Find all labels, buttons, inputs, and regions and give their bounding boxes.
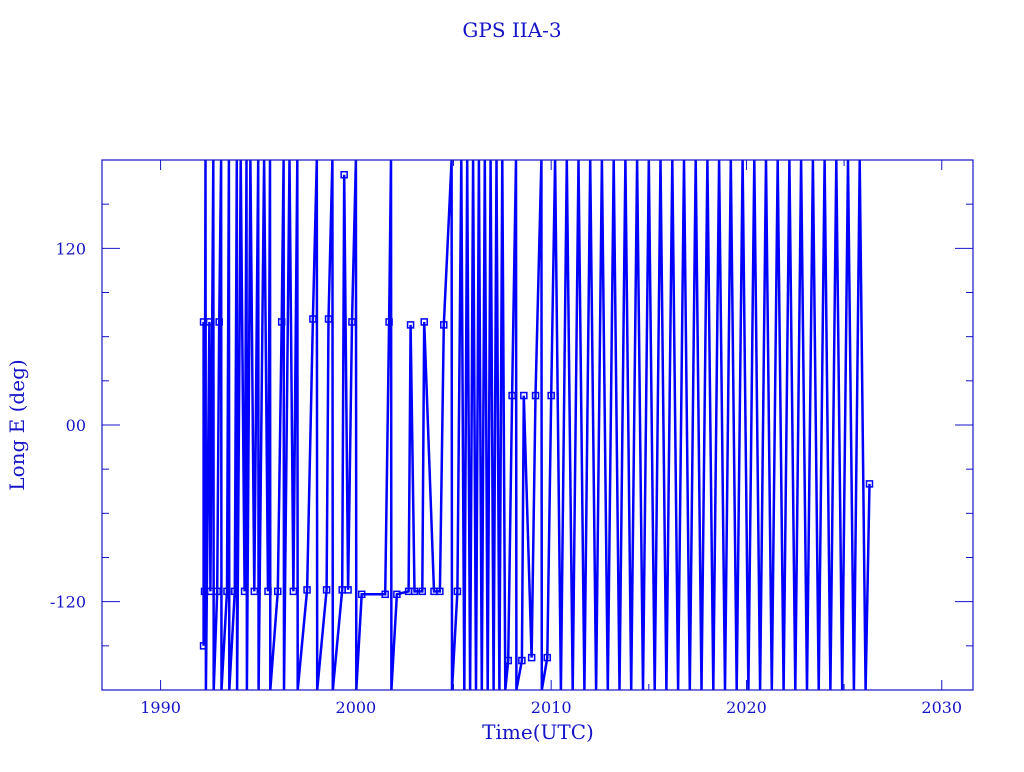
data-point xyxy=(213,587,221,596)
data-point xyxy=(453,587,462,596)
x-tick-label: 2010 xyxy=(531,698,572,717)
data-point xyxy=(385,318,393,326)
data-point xyxy=(223,587,231,596)
data-point xyxy=(205,318,214,326)
data-point xyxy=(322,586,331,594)
data-point xyxy=(348,318,356,326)
data-point xyxy=(410,587,419,596)
data-point xyxy=(440,321,448,329)
data-point xyxy=(531,391,540,400)
data-point xyxy=(504,656,512,665)
data-point xyxy=(344,586,352,594)
data-point xyxy=(436,587,444,596)
data-point xyxy=(420,318,428,326)
series-line xyxy=(202,160,871,690)
data-point xyxy=(231,587,239,596)
y-tick-labels: -120 00 120 xyxy=(50,239,86,611)
y-tick-label: -120 xyxy=(50,593,86,612)
data-point xyxy=(865,480,874,488)
data-point xyxy=(393,590,401,599)
x-axis-label: Time(UTC) xyxy=(482,720,594,744)
data-point xyxy=(199,642,208,650)
data-point xyxy=(274,587,282,596)
data-point xyxy=(340,170,348,179)
data-point xyxy=(406,321,415,329)
data-point xyxy=(543,653,552,662)
data-point xyxy=(508,391,516,400)
data-point xyxy=(206,587,215,596)
x-tick-label: 2000 xyxy=(336,698,377,717)
axis-ticks xyxy=(102,160,973,690)
data-point xyxy=(303,586,311,594)
data-point xyxy=(309,315,317,323)
plot-area xyxy=(199,160,874,690)
data-point xyxy=(418,587,427,596)
data-point xyxy=(264,587,272,596)
data-point xyxy=(518,656,526,665)
x-tick-label: 2020 xyxy=(726,698,767,717)
x-tick-label: 2030 xyxy=(921,698,962,717)
chart-title: GPS IIA-3 xyxy=(462,18,561,42)
y-tick-label: 00 xyxy=(66,416,86,435)
x-tick-label: 1990 xyxy=(140,698,181,717)
data-point xyxy=(215,318,223,326)
y-tick-label: 120 xyxy=(55,239,86,258)
x-tick-labels: 1990 2000 2010 2020 2030 xyxy=(140,698,962,717)
data-point xyxy=(527,653,536,662)
data-point xyxy=(547,391,555,400)
data-point xyxy=(240,587,249,596)
data-point xyxy=(250,587,259,596)
data-point xyxy=(289,587,298,596)
data-point xyxy=(357,590,366,599)
y-axis-label: Long E (deg) xyxy=(5,359,29,490)
data-point xyxy=(381,590,389,599)
data-point xyxy=(520,391,528,400)
data-point xyxy=(324,315,333,323)
data-point xyxy=(277,318,286,326)
